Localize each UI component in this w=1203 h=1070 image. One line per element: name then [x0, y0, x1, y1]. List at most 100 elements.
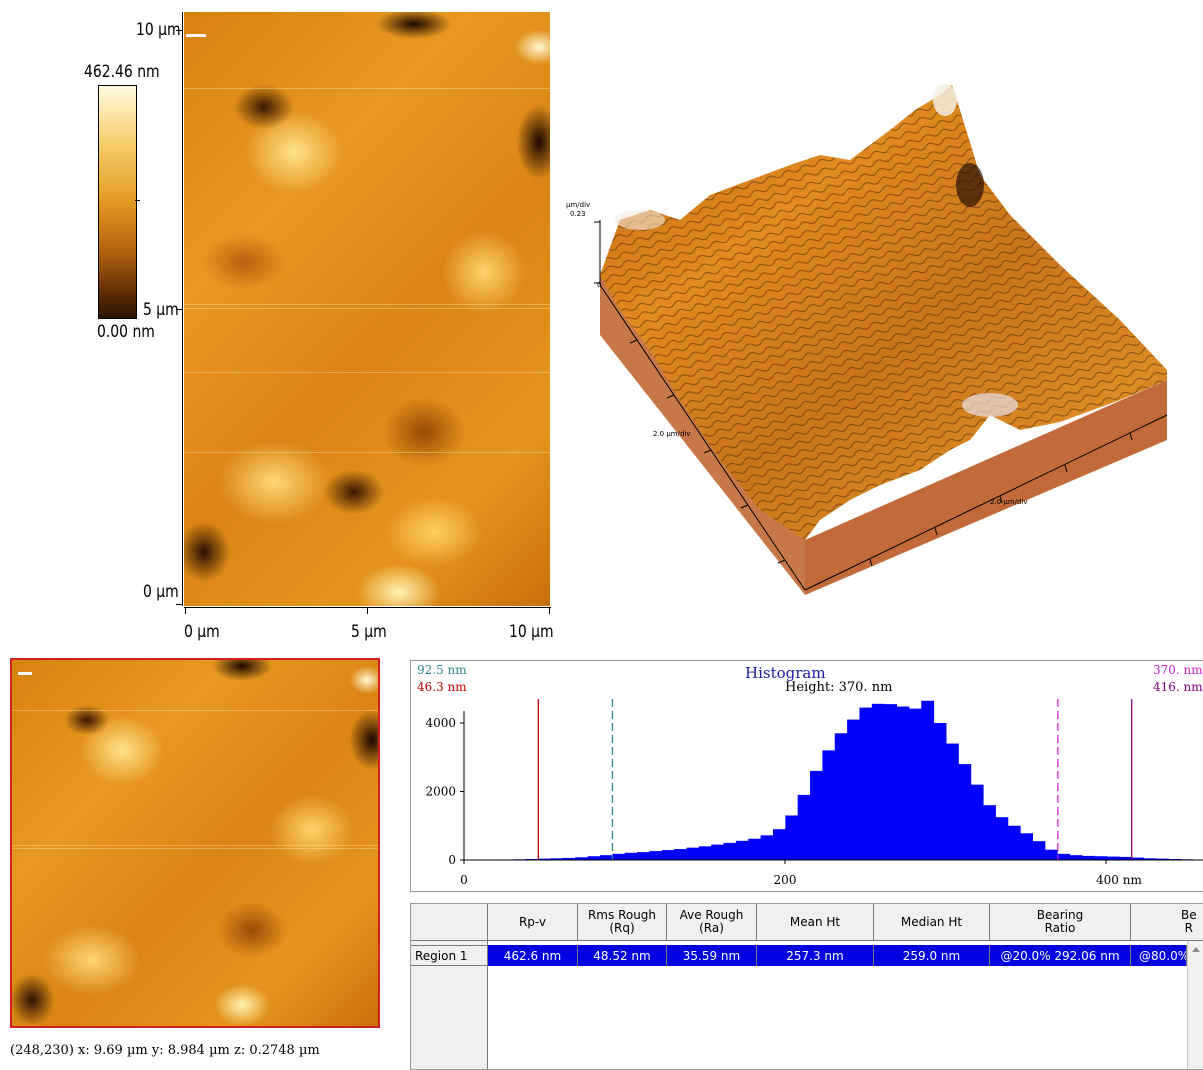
col-header-rpv[interactable]: Rp-v — [488, 904, 578, 941]
right-cursor-1-value: 370. nm — [1153, 663, 1203, 677]
peak-highlight — [933, 84, 957, 116]
cursor-status-readout: (248,230) x: 9.69 µm y: 8.984 µm z: 0.27… — [10, 1043, 320, 1058]
y-label-10um: 10 µm — [136, 20, 181, 40]
histogram-bar — [1020, 833, 1033, 860]
histogram-bars — [464, 700, 1203, 860]
histogram-bar — [1168, 858, 1182, 860]
x-tick-label: 200 — [774, 873, 797, 887]
histogram-bar — [649, 851, 663, 860]
histogram-bar — [661, 850, 675, 860]
y-tick — [176, 309, 182, 310]
cell-rms-rough[interactable]: 48.52 nm — [578, 945, 667, 966]
histogram-bar — [933, 723, 947, 860]
y-tick-label: 0 — [448, 853, 456, 867]
cell-median-ht[interactable]: 259.0 nm — [874, 945, 990, 966]
histogram-bar — [871, 703, 885, 860]
histogram-bar — [711, 844, 725, 860]
scroll-up-arrow-icon[interactable] — [1192, 947, 1200, 952]
cell-bearing-ratio[interactable]: @20.0% 292.06 nm — [990, 945, 1131, 966]
x3d-axis — [804, 414, 1168, 591]
histogram-bar — [1156, 858, 1169, 860]
cell-ave-rough[interactable]: 35.59 nm — [667, 945, 757, 966]
x-label-5um: 5 µm — [351, 622, 387, 642]
histogram-bar — [785, 815, 799, 860]
histogram-bar — [550, 858, 564, 860]
y-tick — [176, 30, 182, 31]
x-tick-label: 0 — [460, 873, 468, 887]
surface-texture — [600, 85, 1167, 540]
z-unit-label: µm/div — [566, 201, 590, 209]
row-header-region-1[interactable]: Region 1 — [411, 945, 488, 966]
surface-side-left — [600, 275, 805, 595]
table-vertical-scrollbar[interactable] — [1187, 941, 1203, 1069]
histogram-bar — [587, 856, 601, 860]
scan-marker — [186, 34, 206, 37]
histogram-bar — [748, 838, 762, 860]
histogram-bar — [995, 817, 1009, 860]
histogram-bar — [908, 708, 922, 860]
histogram-cursors — [537, 699, 1133, 860]
histogram-bar — [859, 707, 873, 860]
surface-side-front — [805, 380, 1167, 595]
col-header-ave-rough[interactable]: Ave Rough (Ra) — [667, 904, 757, 941]
roughness-table[interactable]: Rp-v Rms Rough (Rq) Ave Rough (Ra) Mean … — [410, 903, 1203, 1070]
y-tick-label: 2000 — [425, 785, 456, 799]
histogram-bar — [1032, 841, 1046, 860]
afm-height-image[interactable] — [184, 12, 550, 606]
x-tick — [549, 607, 550, 614]
z-max-label: 0.23 — [570, 210, 586, 218]
x-label-10um: 10 µm — [509, 622, 554, 642]
axis-ticks — [629, 339, 1133, 567]
y-tick-label: 4000 — [425, 716, 456, 730]
histogram-bar — [1106, 856, 1120, 860]
histogram-bar — [599, 855, 613, 860]
x-tick — [367, 607, 368, 614]
col-header-mean-ht[interactable]: Mean Ht — [757, 904, 874, 941]
cell-bearing-ratio-2[interactable]: @80.0% — [1131, 945, 1187, 966]
histogram-bar — [538, 858, 552, 860]
right-cursor-2-value: 416. nm — [1153, 680, 1203, 694]
histogram-bar — [1057, 853, 1071, 860]
y3d-axis-label: 2.0 µm/div — [653, 430, 691, 438]
z-zero-label: 0 — [597, 281, 601, 289]
histogram-bar — [525, 858, 539, 860]
histogram-bar — [637, 852, 650, 860]
histogram-bar — [1069, 855, 1083, 860]
histogram-bar — [983, 805, 996, 860]
col-header-rms-rough[interactable]: Rms Rough (Rq) — [578, 904, 667, 941]
col-header-median-ht[interactable]: Median Ht — [874, 904, 990, 941]
cell-mean-ht[interactable]: 257.3 nm — [757, 945, 874, 966]
histogram-bar — [1081, 855, 1095, 860]
x-tick-label: 400 nm — [1096, 873, 1142, 887]
histogram-bar — [1131, 857, 1145, 860]
histogram-panel[interactable]: 92.5 nm 46.3 nm Histogram Height: 370. n… — [410, 660, 1203, 892]
colorbar-max-label: 462.46 nm — [84, 62, 160, 82]
cursor-marker — [18, 672, 32, 675]
histogram-title: Histogram — [745, 664, 826, 682]
y-axis-line — [182, 12, 183, 606]
histogram-bar — [723, 842, 737, 860]
histogram-bar — [896, 706, 910, 860]
colorbar-min-label: 0.00 nm — [97, 322, 155, 342]
col-header-bearing-ratio-2[interactable]: Be R — [1131, 904, 1203, 941]
histogram-bar — [958, 764, 972, 860]
afm-3d-surface-view[interactable]: µm/div 0.23 0 2.0 µm/div 2.0 µm/div — [560, 70, 1203, 600]
peak-highlight — [962, 393, 1018, 417]
cell-rpv[interactable]: 462.6 nm — [488, 945, 578, 966]
histogram-bar — [562, 857, 576, 860]
histogram-bar — [575, 857, 589, 860]
afm-thumbnail-image[interactable] — [10, 658, 380, 1028]
histogram-bar — [945, 743, 959, 860]
col-header-bearing-ratio[interactable]: Bearing Ratio — [990, 904, 1131, 941]
histogram-bar — [674, 849, 687, 860]
y-label-0um: 0 µm — [143, 582, 179, 602]
histogram-bar — [797, 794, 811, 860]
histogram-subtitle: Height: 370. nm — [785, 680, 893, 695]
x-label-0um: 0 µm — [184, 622, 220, 642]
histogram-bar — [1044, 849, 1058, 860]
col-header-corner — [411, 904, 488, 941]
histogram-bar — [686, 847, 700, 860]
x-tick — [185, 607, 186, 614]
x3d-axis-label: 2.0 µm/div — [990, 498, 1028, 506]
histogram-bar — [810, 770, 823, 860]
